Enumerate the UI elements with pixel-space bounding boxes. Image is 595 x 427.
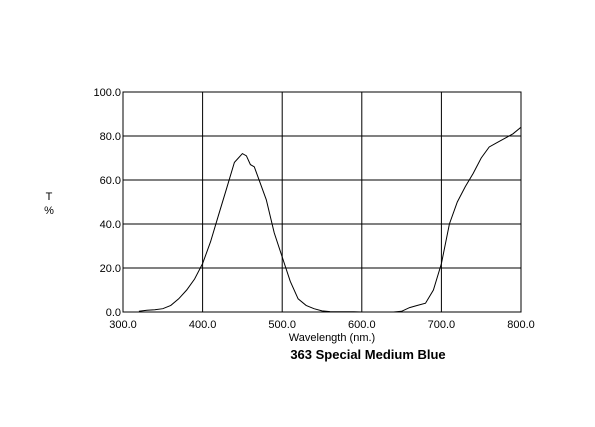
plot-area-frame	[122, 91, 522, 313]
y-tick-label: 60.0	[100, 175, 121, 187]
tick-labels: 300.0 400.0 500.0 600.0 700.0 800.0 0.0 20.0 40.…	[93, 87, 534, 331]
x-tick-label: 400.0	[189, 319, 217, 331]
grid	[122, 91, 522, 313]
y-tick-label: 20.0	[100, 263, 121, 275]
x-tick-label: 700.0	[428, 319, 456, 331]
y-tick-label: 40.0	[100, 219, 121, 231]
x-tick-label: 500.0	[268, 319, 296, 331]
chart-title: 363 Special Medium Blue	[290, 347, 445, 362]
y-tick-label: 80.0	[100, 131, 121, 143]
x-tick-label: 600.0	[348, 319, 376, 331]
transmission-curve	[138, 126, 522, 313]
y-axis-label-percent: %	[44, 205, 54, 217]
x-tick-label: 300.0	[109, 319, 137, 331]
x-tick-label: 800.0	[507, 319, 535, 331]
y-tick-label: 0.0	[106, 307, 121, 319]
x-axis-label: Wavelength (nm.)	[289, 332, 375, 344]
y-axis-label-t: T	[46, 191, 53, 203]
y-tick-label: 100.0	[93, 87, 121, 99]
